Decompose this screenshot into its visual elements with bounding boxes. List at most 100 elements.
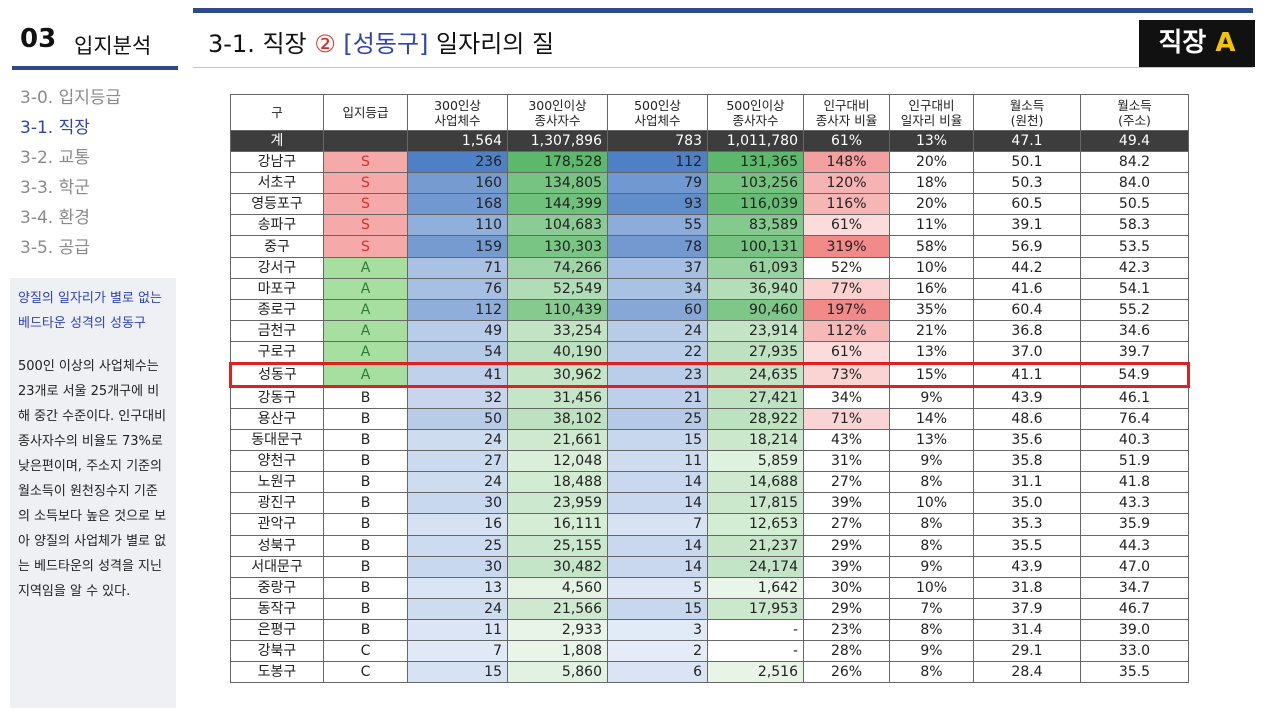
value-cell: 61% xyxy=(803,214,890,237)
value-cell: 16 xyxy=(407,513,508,536)
table-row: 송파구 S 110 104,683 55 83,589 61% 11% 39.1 58.3 xyxy=(230,214,1189,237)
value-cell: 7 xyxy=(607,513,708,536)
table-row: 마포구 A 76 52,549 34 36,940 77% 16% 41.6 54.1 xyxy=(230,277,1189,300)
table-row: 강동구 B 32 31,456 21 27,421 34% 9% 43.9 46.1 xyxy=(230,385,1189,409)
value-cell: 14% xyxy=(889,407,974,431)
description-box: 양질의 일자리가 별로 없는 베드타운 성격의 성동구 500인 이상의 사업체… xyxy=(10,278,176,708)
value-cell: 79 xyxy=(607,172,708,195)
district-cell: 서초구 xyxy=(230,172,324,195)
district-cell: 금천구 xyxy=(230,319,324,342)
value-cell: 100,131 xyxy=(707,235,804,258)
value-cell: 7 xyxy=(407,639,508,663)
nav-item-3-4[interactable]: 3-4. 환경 xyxy=(20,208,90,228)
value-cell: 8% xyxy=(889,513,974,536)
value-cell: 134,805 xyxy=(507,172,608,195)
value-cell: 35.8 xyxy=(973,450,1081,473)
value-cell: 4,560 xyxy=(507,576,608,599)
table-row: 관악구 B 16 16,111 7 12,653 27% 8% 35.3 35.9 xyxy=(230,513,1189,536)
top-accent-bar xyxy=(193,8,1253,13)
district-cell: 구로구 xyxy=(230,340,324,364)
district-cell: 은평구 xyxy=(230,618,324,641)
value-cell: 84.0 xyxy=(1080,172,1189,195)
value-cell: 131,365 xyxy=(707,151,804,174)
grade-cell: A xyxy=(323,256,408,279)
total-row: 계 1,564 1,307,896 783 1,011,780 61% 13% 47.1 49.… xyxy=(230,129,1189,153)
grade-cell: C xyxy=(323,661,408,684)
value-cell: 32 xyxy=(407,385,508,409)
value-cell: 28,922 xyxy=(707,407,804,431)
table-header-row: 구 입지등급 300인상 사업체수 300인이상 종사자수 500인상 사업체수 500인이상 종… xyxy=(230,94,1189,131)
value-cell: 30,962 xyxy=(507,361,608,388)
value-cell: 23 xyxy=(607,361,708,388)
value-cell: 58% xyxy=(889,235,974,258)
value-cell: 56.9 xyxy=(973,235,1081,258)
table-row: 성북구 B 25 25,155 14 21,237 29% 8% 35.5 44.3 xyxy=(230,534,1189,557)
value-cell: 14 xyxy=(607,534,708,557)
value-cell: 60.5 xyxy=(973,193,1081,216)
value-cell: 90,460 xyxy=(707,298,804,321)
value-cell: 1,011,780 xyxy=(707,129,804,153)
district-cell: 중랑구 xyxy=(230,576,324,599)
value-cell: 30 xyxy=(407,492,508,515)
section-header: 03 입지분석 xyxy=(12,22,178,70)
nav-item-3-1[interactable]: 3-1. 직장 xyxy=(20,118,90,138)
district-cell: 중구 xyxy=(230,235,324,258)
value-cell: 112 xyxy=(407,298,508,321)
district-cell: 관악구 xyxy=(230,513,324,536)
value-cell: 11% xyxy=(889,214,974,237)
nav-item-3-0[interactable]: 3-0. 입지등급 xyxy=(20,88,122,108)
value-cell: 60 xyxy=(607,298,708,321)
value-cell: 8% xyxy=(889,661,974,684)
value-cell: 2,933 xyxy=(507,618,608,641)
value-cell: 18,488 xyxy=(507,471,608,494)
value-cell: 27% xyxy=(803,471,890,494)
grade-cell: B xyxy=(323,534,408,557)
district-jobs-table: 구 입지등급 300인상 사업체수 300인이상 종사자수 500인상 사업체수 500인이상 종… xyxy=(229,94,1190,684)
value-cell: 35.3 xyxy=(973,513,1081,536)
value-cell: 24 xyxy=(407,429,508,452)
section-title: 입지분석 xyxy=(74,34,152,58)
value-cell: 27% xyxy=(803,513,890,536)
district-cell: 성북구 xyxy=(230,534,324,557)
value-cell: 78 xyxy=(607,235,708,258)
grade-cell: B xyxy=(323,429,408,452)
value-cell: 39% xyxy=(803,492,890,515)
value-cell: 93 xyxy=(607,193,708,216)
nav-item-3-5[interactable]: 3-5. 공급 xyxy=(20,238,90,258)
value-cell: 31.1 xyxy=(973,471,1081,494)
value-cell: 31.4 xyxy=(973,618,1081,641)
value-cell: 9% xyxy=(889,385,974,409)
value-cell: 52% xyxy=(803,256,890,279)
value-cell: 1,808 xyxy=(507,639,608,663)
table-row: 노원구 B 24 18,488 14 14,688 27% 8% 31.1 41.8 xyxy=(230,471,1189,494)
value-cell: 49 xyxy=(407,319,508,342)
value-cell: 35.9 xyxy=(1080,513,1189,536)
value-cell: 74,266 xyxy=(507,256,608,279)
grade-cell: S xyxy=(323,193,408,216)
table-row: 강남구 S 236 178,528 112 131,365 148% 20% 50.1 84.2 xyxy=(230,151,1189,174)
value-cell: 42.3 xyxy=(1080,256,1189,279)
value-cell: 9% xyxy=(889,555,974,578)
value-cell: 35.5 xyxy=(1080,661,1189,684)
value-cell: 48.6 xyxy=(973,407,1081,431)
value-cell: 9% xyxy=(889,639,974,663)
value-cell: 36,940 xyxy=(707,277,804,300)
value-cell: 24 xyxy=(407,597,508,620)
table-row: 강북구 C 7 1,808 2-28% 9% 29.1 33.0 xyxy=(230,639,1189,663)
value-cell: 71% xyxy=(803,407,890,431)
district-cell: 종로구 xyxy=(230,298,324,321)
value-cell: 50.3 xyxy=(973,172,1081,195)
value-cell: 21,237 xyxy=(707,534,804,557)
value-cell: 61,093 xyxy=(707,256,804,279)
value-cell: 84.2 xyxy=(1080,151,1189,174)
value-cell: 38,102 xyxy=(507,407,608,431)
value-cell: 116% xyxy=(803,193,890,216)
value-cell: 319% xyxy=(803,235,890,258)
value-cell: 6 xyxy=(607,661,708,684)
grade-cell: S xyxy=(323,172,408,195)
nav-item-3-2[interactable]: 3-2. 교통 xyxy=(20,148,90,168)
nav-item-3-3[interactable]: 3-3. 학군 xyxy=(20,178,90,198)
column-header: 입지등급 xyxy=(323,94,408,131)
value-cell: 104,683 xyxy=(507,214,608,237)
value-cell: 236 xyxy=(407,151,508,174)
